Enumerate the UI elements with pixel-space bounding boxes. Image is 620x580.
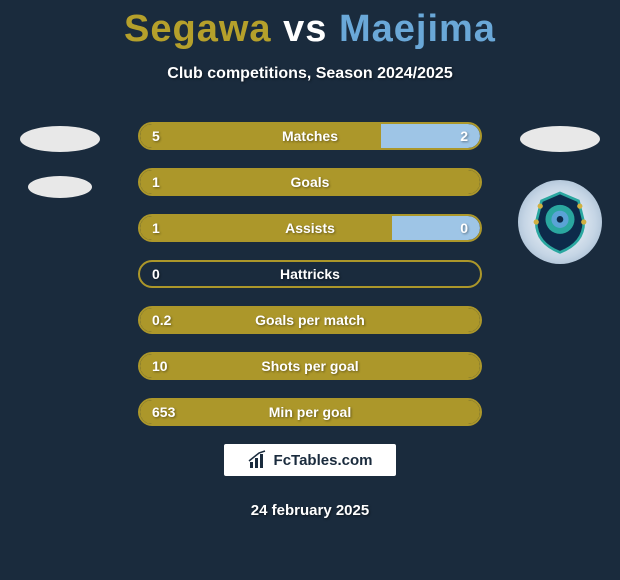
page-title: Segawa vs Maejima <box>0 0 620 51</box>
date-text: 24 february 2025 <box>251 502 369 519</box>
stat-row: 653 Min per goal <box>138 398 482 426</box>
brand-pill[interactable]: FcTables.com <box>222 442 398 478</box>
brand-chart-icon <box>248 450 268 470</box>
stat-left-value: 1 <box>152 174 160 190</box>
stat-row: 0.2 Goals per match <box>138 306 482 334</box>
stat-label: Hattricks <box>280 266 340 282</box>
stat-right-value: 0 <box>460 220 468 236</box>
stat-label: Min per goal <box>269 404 351 420</box>
stat-label: Shots per goal <box>261 358 358 374</box>
stat-left-fill <box>140 124 381 148</box>
team-logo-left <box>20 120 100 200</box>
stat-row: 0 Hattricks <box>138 260 482 288</box>
stat-row: 1 0 Assists <box>138 214 482 242</box>
stat-label: Goals <box>291 174 330 190</box>
stat-label: Goals per match <box>255 312 365 328</box>
title-player1: Segawa <box>124 8 272 50</box>
stat-left-value: 0 <box>152 266 160 282</box>
stat-left-value: 0.2 <box>152 312 171 328</box>
stat-row: 1 Goals <box>138 168 482 196</box>
stats-container: 52Matches1Goals10Assists0Hattricks0.2Goa… <box>138 122 482 444</box>
stat-left-fill <box>140 216 392 240</box>
brand-text: FcTables.com <box>274 452 373 469</box>
title-player2: Maejima <box>339 8 496 50</box>
crest-icon <box>527 189 593 255</box>
stat-left-value: 1 <box>152 220 160 236</box>
stat-left-value: 10 <box>152 358 168 374</box>
title-vs: vs <box>283 8 327 50</box>
stat-left-value: 5 <box>152 128 160 144</box>
stat-label: Assists <box>285 220 335 236</box>
stat-right-value: 2 <box>460 128 468 144</box>
team-crest-right <box>518 180 602 264</box>
stat-label: Matches <box>282 128 338 144</box>
stat-row: 5 2 Matches <box>138 122 482 150</box>
stat-left-value: 653 <box>152 404 175 420</box>
stat-row: 10 Shots per goal <box>138 352 482 380</box>
subtitle: Club competitions, Season 2024/2025 <box>0 65 620 83</box>
